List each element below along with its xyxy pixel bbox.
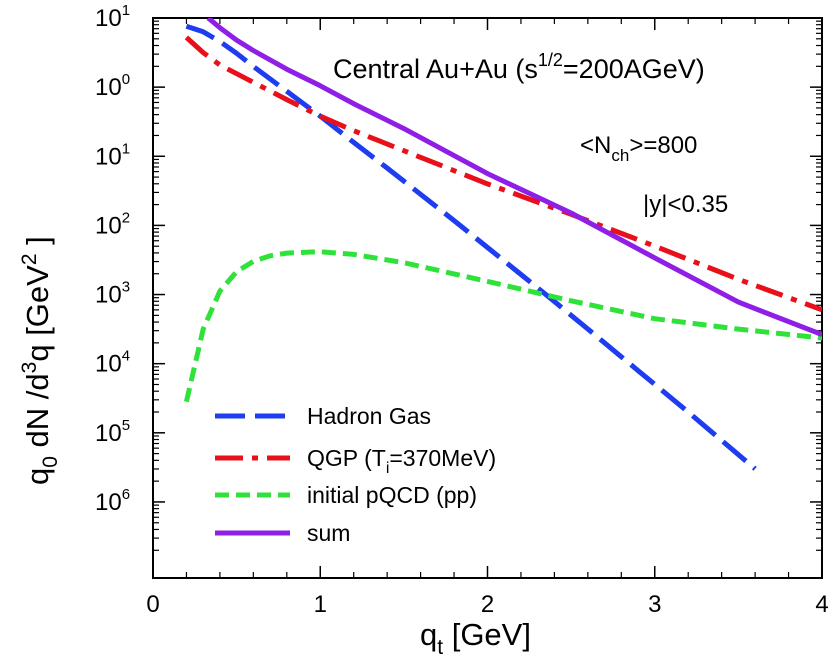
plot-frame (152, 17, 823, 579)
chart-title-tail: =200AGeV) (563, 54, 705, 84)
y-tick-label: 100 (95, 71, 130, 101)
y-tick-label: 106 (95, 486, 130, 516)
x-tick-label: 3 (648, 591, 661, 618)
y-tick-labels: 101 100 101 102 103 104 105 106 (95, 2, 130, 516)
legend-qgp-post: =370MeV) (389, 445, 496, 471)
legend: Hadron Gas QGP (Ti=370MeV) initial pQCD … (215, 403, 496, 546)
rapidity-annotation: |y|<0.35 (643, 191, 728, 218)
y-title-sup3: 3 (18, 362, 41, 374)
nch-annotation: <Nch>=800 (580, 132, 697, 165)
series-line-sum (206, 18, 822, 337)
x-axis-title-unit: [GeV] (443, 617, 531, 652)
y-tick-label: 101 (95, 140, 130, 170)
x-tick-label: 1 (314, 591, 327, 618)
legend-qgp-sub: i (386, 460, 390, 477)
x-axis-title-sub: t (437, 636, 443, 659)
series-layer (183, 18, 822, 471)
nch-sub: ch (611, 146, 629, 165)
nch-pre: <N (580, 132, 611, 159)
x-tick-label: 0 (146, 591, 159, 618)
chart-title: Central Au+Au (s1/2=200AGeV) (333, 50, 705, 84)
y-title-close: ] (20, 236, 55, 253)
y-title-sub0: 0 (39, 456, 62, 468)
y-tick-label: 102 (95, 209, 130, 239)
y-title-mid: dN /d (20, 373, 55, 456)
y-title-q2: q [GeV (20, 265, 55, 362)
chart-title-main: Central Au+Au (s (333, 54, 538, 84)
series-line-hadron-gas (185, 23, 757, 471)
chart-title-sup: 1/2 (538, 50, 563, 70)
legend-label-hadron: Hadron Gas (307, 403, 431, 429)
x-axis-title-main: q (420, 617, 437, 652)
x-tick-label: 4 (815, 591, 828, 618)
y-axis-title: q0 dN /d3q [GeV2 ] (18, 236, 62, 485)
legend-label-sum: sum (307, 520, 350, 546)
y-tick-label: 105 (95, 417, 130, 447)
axis-ticks (152, 17, 823, 578)
x-axis-title: qt [GeV] (420, 617, 531, 659)
y-tick-label: 104 (95, 348, 130, 378)
y-tick-label: 103 (95, 279, 130, 309)
y-title-sup2: 2 (18, 253, 41, 265)
legend-label-qgp: QGP (Ti=370MeV) (307, 445, 496, 477)
legend-label-pqcd: initial pQCD (pp) (307, 482, 477, 508)
legend-qgp-pre: QGP (T (307, 445, 386, 471)
x-tick-label: 2 (481, 591, 494, 618)
y-tick-label: 101 (95, 2, 130, 32)
nch-post: >=800 (629, 132, 697, 159)
x-tick-labels: 0 1 2 3 4 (146, 591, 828, 618)
y-title-q: q (20, 468, 55, 485)
